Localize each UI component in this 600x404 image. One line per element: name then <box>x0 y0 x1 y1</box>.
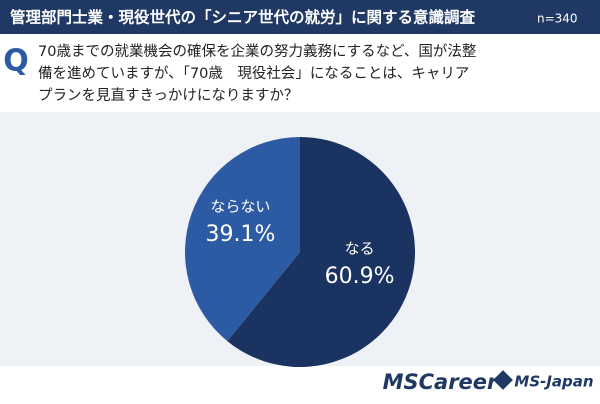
question-line: 備を進めていますが、「70歳 現役社会」になることは、キャリア <box>38 65 469 82</box>
pie-slice <box>227 137 415 367</box>
value-label: 39.1% <box>205 222 275 247</box>
slice-label: ならない <box>210 197 270 215</box>
logo: MSCareer <box>383 370 499 394</box>
slice-label: なる <box>345 240 375 258</box>
logo-icon <box>493 370 513 390</box>
value-label: 60.9% <box>325 264 395 289</box>
question-line: プランを見直すきっかけになりますか？ <box>38 87 298 104</box>
pie-slice <box>184 137 300 342</box>
header-bar <box>0 0 600 34</box>
question-line: 70歳までの就業機会の確保を企業の努力義務にするなど、国が法整 <box>38 42 476 60</box>
logo: MS-Japan <box>514 373 593 391</box>
sample-size: n=340 <box>537 12 578 26</box>
question-mark: Q <box>3 44 29 79</box>
header-title: 管理部門士業・現役世代の「シニア世代の就労」に関する意識調査 <box>10 8 476 27</box>
pie: なる 60.9% ならない 39.1% <box>184 137 415 367</box>
